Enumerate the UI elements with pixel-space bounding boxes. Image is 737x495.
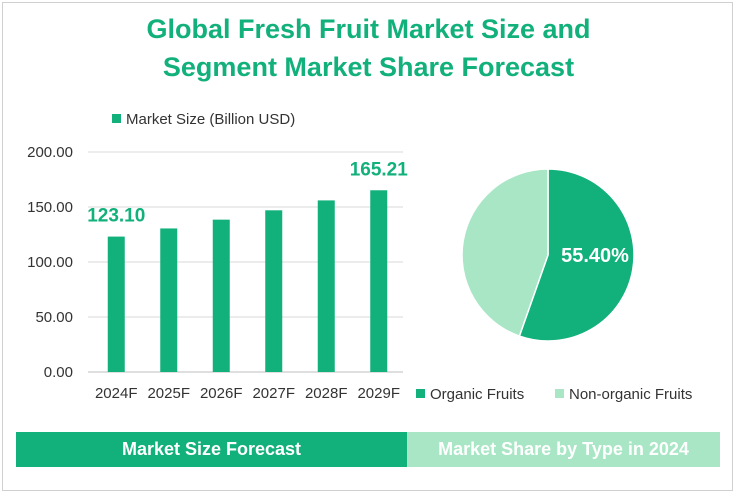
bar-2028F (317, 200, 335, 372)
bars (107, 190, 388, 372)
x-tick-label: 2027F (252, 385, 295, 402)
title-line-2: Segment Market Share Forecast (162, 52, 575, 82)
bar-2025F (160, 228, 178, 372)
pie-legend-label-organic: Organic Fruits (430, 386, 524, 403)
bar-chart: 0.00 50.00 100.00 150.00 200.00 123.10 165.21… (27, 111, 408, 402)
bar-2026F (212, 219, 230, 372)
title-line-1: Global Fresh Fruit Market Size and (146, 14, 591, 44)
pie-legend-swatch-nonorganic (555, 389, 564, 398)
y-tick-label: 0.00 (44, 364, 73, 381)
pie-slice-label: 55.40% (561, 245, 629, 267)
x-tick-label: 2024F (95, 385, 138, 402)
bar-2024F (107, 236, 125, 372)
pie-slice-non-organic (461, 168, 549, 338)
bar-legend-label: Market Size (Billion USD) (126, 111, 295, 128)
y-tick-label: 50.00 (35, 309, 73, 326)
y-axis-ticks: 0.00 50.00 100.00 150.00 200.00 (27, 144, 73, 381)
gridlines (88, 151, 403, 373)
chart-title: Global Fresh Fruit Market Size and Segme… (0, 10, 737, 86)
x-tick-label: 2029F (357, 385, 400, 402)
bar-value-label: 165.21 (350, 159, 409, 180)
bar-value-labels: 123.10 165.21 (87, 159, 408, 226)
pie-legend-label-nonorganic: Non-organic Fruits (569, 386, 692, 403)
pie-legend-swatch-organic (416, 389, 425, 398)
footer-market-share-by-type: Market Share by Type in 2024 (407, 432, 720, 467)
chart-frame (2, 2, 733, 491)
x-tick-label: 2025F (147, 385, 190, 402)
bar-2029F (370, 190, 388, 372)
pie-slices (461, 168, 635, 342)
x-axis-ticks: 2024F 2025F 2026F 2027F 2028F 2029F (95, 385, 400, 402)
y-tick-label: 200.00 (27, 144, 73, 161)
x-tick-label: 2026F (200, 385, 243, 402)
bar-value-label: 123.10 (87, 206, 145, 227)
x-tick-label: 2028F (305, 385, 348, 402)
bar-2027F (265, 210, 283, 372)
footer-market-size-forecast: Market Size Forecast (16, 432, 407, 467)
bar-legend-swatch (112, 114, 121, 123)
pie-chart: 55.40% Organic Fruits Non-organic Fruits (416, 168, 692, 403)
y-tick-label: 100.00 (27, 254, 73, 271)
y-tick-label: 150.00 (27, 199, 73, 216)
